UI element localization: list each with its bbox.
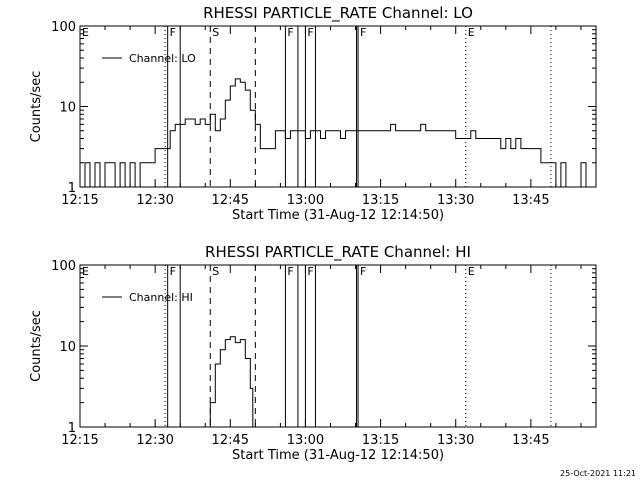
legend-label: Channel: LO [129, 52, 196, 65]
x-tick-label: 13:45 [512, 433, 549, 448]
marker-label: E [82, 26, 89, 39]
chart-title: RHESSI PARTICLE_RATE Channel: HI [205, 243, 471, 262]
marker-label: F [170, 26, 176, 39]
y-axis-label: Counts/sec [29, 310, 44, 382]
x-tick-label: 12:15 [61, 433, 98, 448]
x-tick-label: 13:30 [437, 193, 474, 208]
marker-label: F [170, 265, 176, 278]
x-axis-label: Start Time (31-Aug-12 12:14:50) [232, 208, 444, 223]
plot-timestamp: 25-Oct-2021 11:21 [560, 469, 636, 478]
x-tick-label: 12:30 [136, 193, 173, 208]
marker-label: E [468, 265, 475, 278]
marker-label: F [360, 26, 366, 39]
x-tick-label: 13:15 [362, 193, 399, 208]
x-tick-label: 12:30 [136, 433, 173, 448]
plot-frame [79, 264, 597, 428]
marker-label: S [212, 265, 219, 278]
marker-label: F [360, 265, 366, 278]
marker-label: E [82, 265, 89, 278]
marker-label: E [468, 26, 475, 39]
y-tick-label: 100 [51, 20, 76, 35]
series-line [207, 336, 254, 428]
x-axis-label: Start Time (31-Aug-12 12:14:50) [232, 448, 444, 463]
marker-label: S [212, 26, 219, 39]
x-tick-label: 13:00 [287, 433, 324, 448]
y-tick-label: 1 [68, 181, 76, 196]
series-line [80, 78, 597, 188]
marker-label: F [287, 26, 293, 39]
legend-label: Channel: HI [129, 291, 193, 304]
x-tick-label: 12:45 [212, 433, 249, 448]
x-tick-label: 13:15 [362, 433, 399, 448]
y-tick-label: 10 [59, 340, 76, 355]
chart-title: RHESSI PARTICLE_RATE Channel: LO [203, 4, 473, 23]
x-tick-label: 12:45 [212, 193, 249, 208]
y-axis-label: Counts/sec [29, 71, 44, 143]
y-tick-label: 100 [51, 259, 76, 274]
plot-frame [79, 25, 597, 188]
y-tick-label: 1 [68, 421, 76, 436]
x-tick-label: 12:15 [61, 193, 98, 208]
x-tick-label: 13:00 [287, 193, 324, 208]
x-tick-label: 13:45 [512, 193, 549, 208]
x-tick-label: 13:30 [437, 433, 474, 448]
y-tick-label: 10 [59, 101, 76, 116]
marker-label: F [287, 265, 293, 278]
marker-label: F [307, 26, 313, 39]
marker-label: F [307, 265, 313, 278]
